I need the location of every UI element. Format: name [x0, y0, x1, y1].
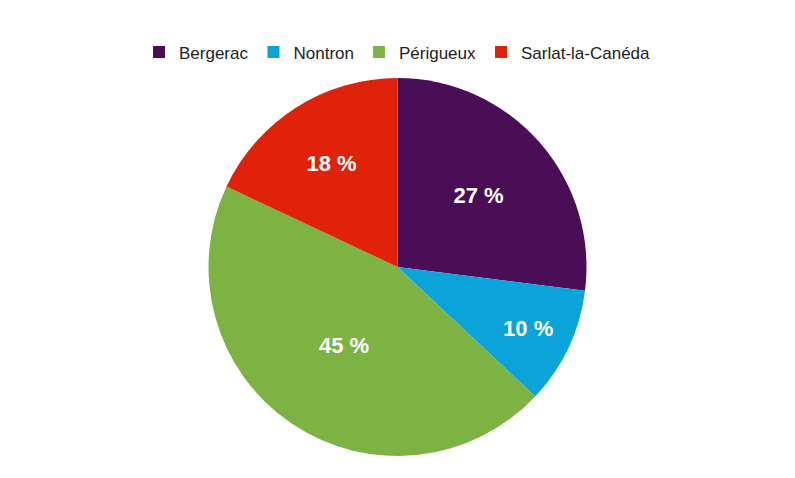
- svg-text:Bergerac: Bergerac: [179, 44, 248, 63]
- svg-text:Sarlat-la-Canéda: Sarlat-la-Canéda: [521, 44, 650, 63]
- svg-text:Périgueux: Périgueux: [399, 44, 476, 63]
- svg-text:10 %: 10 %: [503, 316, 553, 341]
- svg-text:Nontron: Nontron: [293, 44, 353, 63]
- svg-text:45 %: 45 %: [319, 333, 369, 358]
- svg-text:27 %: 27 %: [453, 183, 503, 208]
- svg-text:18 %: 18 %: [306, 151, 356, 176]
